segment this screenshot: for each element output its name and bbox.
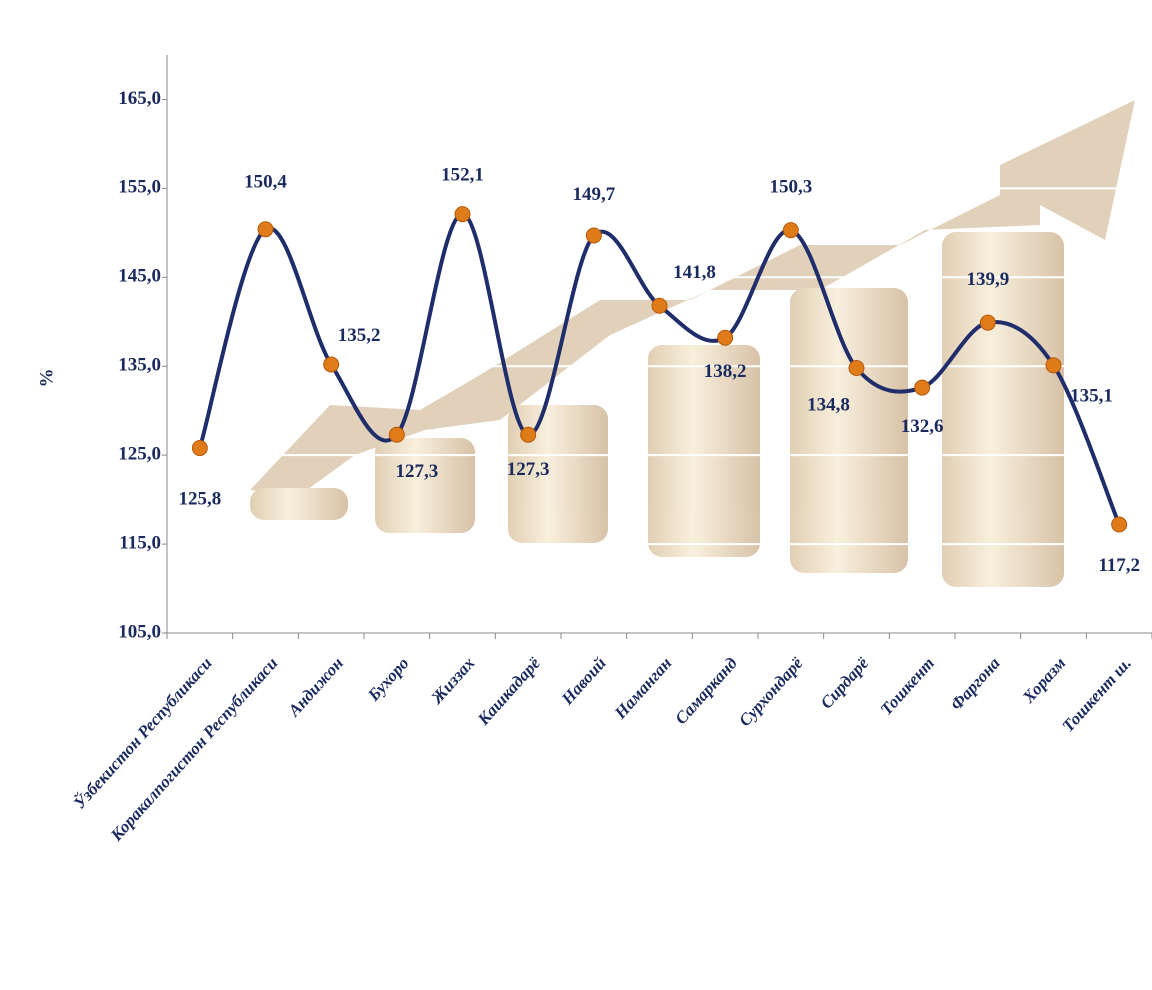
x-tick-label: Андижон <box>284 654 347 721</box>
data-point <box>323 356 340 373</box>
data-label: 138,2 <box>704 361 747 382</box>
x-tick-label: Сирдарё <box>817 653 873 712</box>
x-tick-label: Тошкент ш. <box>1058 654 1135 736</box>
x-tick-label: Навоий <box>557 654 610 709</box>
data-point <box>585 227 602 244</box>
y-tick-label: 165,0 <box>118 88 161 109</box>
y-axis-label: % <box>36 369 57 388</box>
data-label: 139,9 <box>966 269 1009 290</box>
data-label: 132,6 <box>901 416 944 437</box>
y-tick-label: 145,0 <box>118 266 161 287</box>
data-label: 135,1 <box>1070 386 1113 407</box>
data-point <box>388 426 405 443</box>
x-tick-label: Ўзбекистон Республикаси <box>70 654 216 813</box>
x-tick-label: Фаргона <box>947 653 1004 714</box>
data-label: 141,8 <box>673 262 716 283</box>
data-point <box>257 221 274 238</box>
data-label: 125,8 <box>178 488 221 509</box>
y-tick-label: 155,0 <box>118 177 161 198</box>
y-tick-label: 105,0 <box>118 621 161 642</box>
data-label: 135,2 <box>338 325 381 346</box>
background-art <box>250 100 1135 587</box>
data-label: 149,7 <box>572 184 615 205</box>
data-point <box>717 329 734 346</box>
y-tick-label: 135,0 <box>118 355 161 376</box>
data-point <box>979 314 996 331</box>
data-label: 127,3 <box>507 459 550 480</box>
data-point <box>914 379 931 396</box>
data-point <box>1111 516 1128 533</box>
x-tick-label: Бухоро <box>363 654 412 706</box>
x-tick-label: Тошкент <box>877 654 938 719</box>
data-label: 150,4 <box>244 172 287 193</box>
data-label: 134,8 <box>807 394 850 415</box>
data-point <box>454 206 471 223</box>
data-point <box>520 426 537 443</box>
data-point <box>191 440 208 457</box>
y-tick-label: 115,0 <box>119 532 161 553</box>
x-tick-label: Хоразм <box>1018 653 1069 707</box>
data-point <box>651 297 668 314</box>
data-point <box>782 222 799 239</box>
x-tick-label: Наманган <box>610 654 675 724</box>
data-label: 117,2 <box>1098 555 1140 576</box>
y-tick-label: 125,0 <box>118 444 161 465</box>
data-label: 150,3 <box>769 177 812 198</box>
x-tick-label: Жиззах <box>427 653 479 708</box>
x-tick-label: Кашкадарё <box>473 653 544 729</box>
data-point <box>848 360 865 377</box>
data-label: 127,3 <box>395 461 438 482</box>
data-label: 152,1 <box>441 165 484 186</box>
data-point <box>1045 357 1062 374</box>
x-tick-label: Сурхондарё <box>735 653 807 730</box>
x-tick-label: Самарканд <box>671 653 741 728</box>
